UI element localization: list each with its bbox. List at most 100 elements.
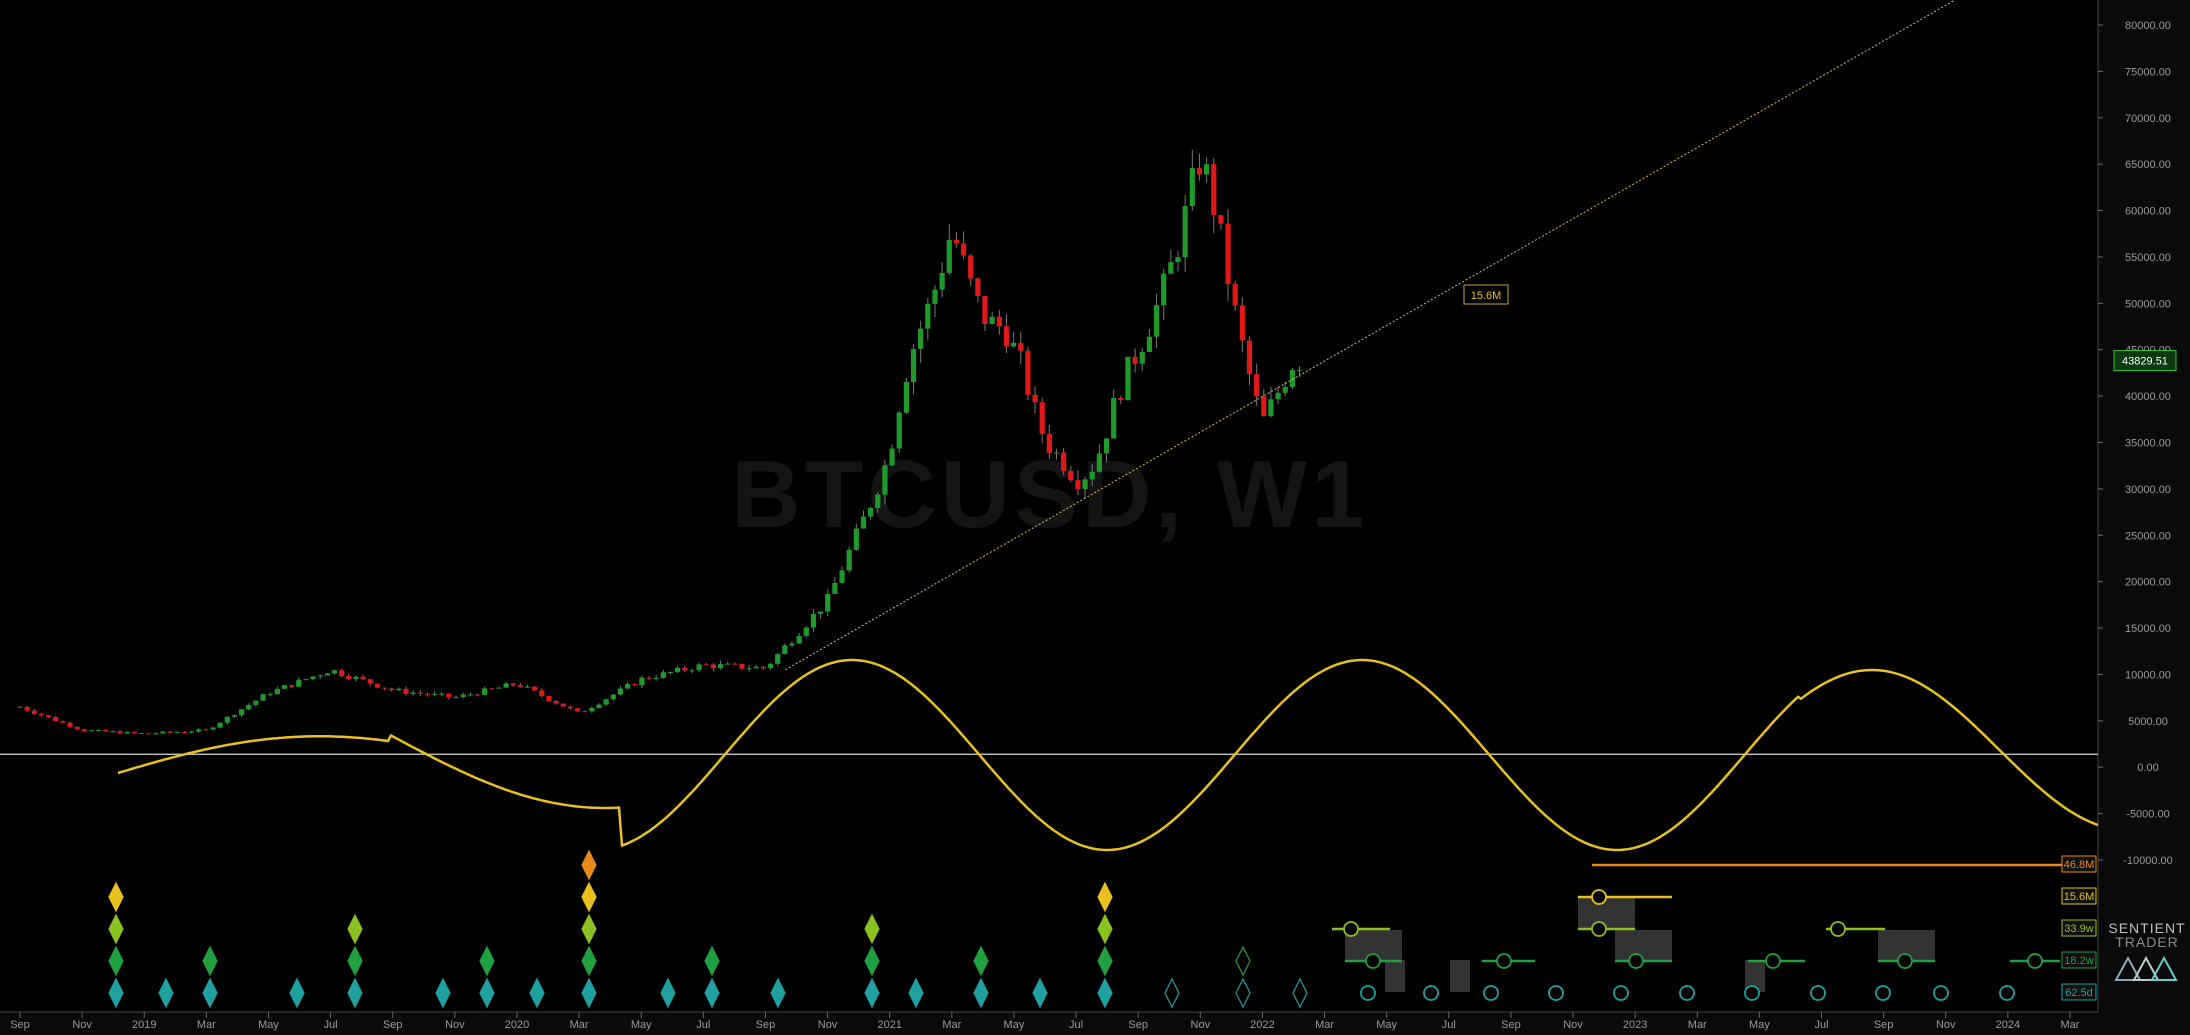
candle-body	[925, 303, 931, 329]
x-tick-label: Nov	[1191, 1019, 1211, 1031]
x-tick-label: 2024	[1996, 1019, 2020, 1031]
candle-body	[1153, 305, 1160, 337]
brand-logo-icon	[2114, 955, 2178, 981]
x-tick-label: Sep	[383, 1019, 403, 1031]
candle-body	[45, 715, 52, 718]
candle-body	[1125, 356, 1131, 401]
y-tick-label: 40000.00	[2125, 391, 2171, 403]
candle-body	[1246, 340, 1253, 375]
candle-body	[1003, 326, 1010, 347]
x-tick-label: Jul	[696, 1019, 710, 1031]
candle-body	[446, 693, 452, 698]
candle-body	[289, 685, 295, 687]
candle-body	[138, 732, 145, 734]
projection-circle-62-5d	[1548, 985, 1564, 1001]
candle-body	[532, 686, 538, 691]
projected-trough-diamond	[1292, 977, 1308, 1009]
y-tick-label: 25000.00	[2125, 530, 2171, 542]
sentient-trader-logo: SENTIENT TRADER	[2104, 920, 2190, 989]
candle-body	[675, 667, 681, 672]
candle-body	[510, 683, 516, 686]
projection-circle	[1765, 953, 1781, 969]
candle-body	[81, 729, 87, 732]
candle-body	[1189, 168, 1195, 207]
candle-body	[124, 731, 130, 734]
candle-body	[539, 690, 545, 697]
x-tick-label: Nov	[1936, 1019, 1956, 1031]
candle-body	[346, 676, 352, 679]
x-tick-label: Mar	[570, 1019, 589, 1031]
candle-body	[839, 570, 845, 583]
x-tick-label: Sep	[1874, 1019, 1894, 1031]
y-tick-label: 80000.00	[2125, 20, 2171, 32]
candle-body	[474, 694, 481, 696]
candle-body	[653, 677, 659, 679]
candle-body	[1082, 479, 1088, 490]
candle-body	[624, 684, 631, 689]
projection-circle	[1897, 953, 1913, 969]
candle-body	[153, 733, 159, 735]
candle-body	[760, 666, 767, 669]
cycle-trough-diamond	[1097, 913, 1113, 945]
candle-body	[1018, 342, 1024, 351]
candle-body	[517, 685, 523, 687]
candle-body	[389, 688, 395, 691]
x-tick-label: Sep	[756, 1019, 776, 1031]
candle-body	[939, 272, 945, 290]
projection-zone	[1385, 960, 1405, 992]
candle-body	[1218, 215, 1224, 224]
candle-body	[753, 666, 759, 669]
x-tick-label: Jul	[1814, 1019, 1828, 1031]
cycle-trough-diamond	[108, 977, 124, 1009]
candle-body	[567, 706, 574, 709]
candle-body	[553, 700, 559, 704]
candle-body	[639, 677, 645, 686]
candle-body	[710, 664, 716, 669]
candle-body	[632, 684, 638, 686]
projection-circle	[1830, 921, 1846, 937]
cycle-trough-diamond	[158, 977, 174, 1009]
candle-body	[1032, 394, 1038, 403]
candle-body	[1182, 206, 1188, 258]
cycle-trough-diamond	[581, 849, 597, 881]
candle-body	[181, 731, 188, 733]
candle-body	[453, 697, 459, 699]
trendline-label-box	[1463, 284, 1509, 305]
candle-body	[1225, 223, 1231, 285]
projection-circle-62-5d	[1483, 985, 1499, 1001]
candle-body	[610, 694, 616, 700]
candle-body	[982, 295, 988, 324]
candle-body	[38, 713, 45, 716]
candle-body	[546, 696, 552, 701]
candle-body	[381, 687, 388, 689]
candle-body	[503, 683, 509, 688]
candle-body	[560, 703, 566, 707]
x-tick-label: May	[258, 1019, 279, 1031]
price-axis-panel	[2098, 0, 2190, 1015]
candle-body	[1232, 284, 1238, 306]
candle-body	[860, 516, 867, 529]
x-tick-label: 2019	[132, 1019, 156, 1031]
x-tick-label: Mar	[942, 1019, 961, 1031]
cycle-trough-diamond	[581, 977, 597, 1009]
candle-body	[303, 679, 309, 681]
cycle-trough-diamond	[864, 945, 880, 977]
projection-circle-62-5d	[1423, 985, 1439, 1001]
candle-body	[431, 693, 438, 695]
candle-body	[267, 694, 273, 696]
x-tick-label: Sep	[1501, 1019, 1521, 1031]
candle-body	[174, 731, 180, 733]
cycle-trough-diamond	[864, 977, 880, 1009]
cycle-trough-diamond	[1097, 977, 1113, 1009]
y-tick-label: 5000.00	[2128, 716, 2168, 728]
x-tick-label: Sep	[1128, 1019, 1148, 1031]
cycle-trough-diamond	[1097, 945, 1113, 977]
y-tick-label: -5000.00	[2126, 809, 2169, 821]
candle-body	[596, 704, 602, 708]
candle-body	[1103, 438, 1110, 454]
candle-body	[918, 328, 924, 349]
trend-line	[785, 0, 1956, 671]
x-tick-label: Nov	[818, 1019, 838, 1031]
cycle-label-box	[2061, 951, 2097, 969]
